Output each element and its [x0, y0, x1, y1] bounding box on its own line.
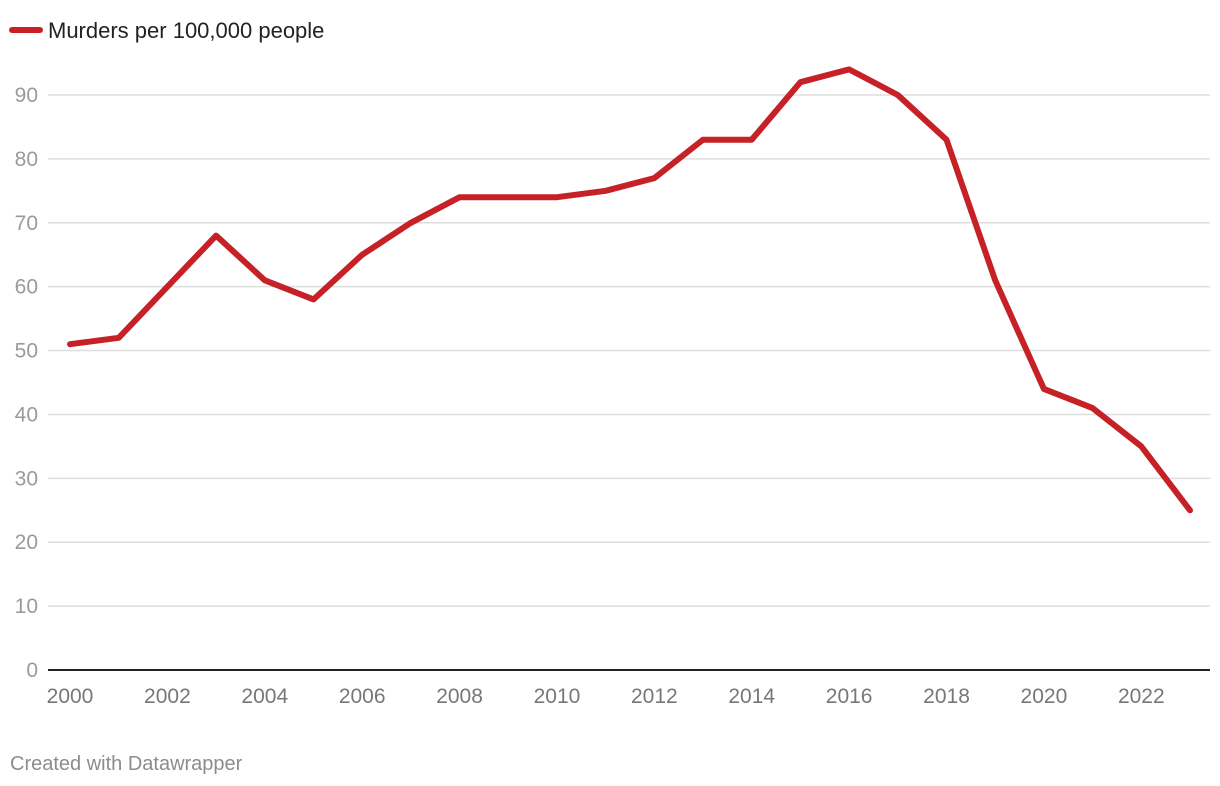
series-line	[67, 66, 1193, 514]
y-tick-label: 0	[26, 659, 38, 682]
x-tick-label: 2002	[144, 685, 191, 708]
legend-label: Murders per 100,000 people	[48, 18, 324, 43]
x-tick-label: 2018	[923, 685, 970, 708]
y-axis-tick-labels: 0 10 20 30 40 50 60 70 80 90	[15, 84, 38, 682]
y-tick-label: 90	[15, 84, 38, 107]
legend: Murders per 100,000 people	[9, 18, 324, 43]
footer-credit: Created with Datawrapper	[10, 753, 243, 775]
x-tick-label: 2006	[339, 685, 386, 708]
x-tick-label: 2016	[826, 685, 873, 708]
series-layer	[67, 66, 1193, 514]
x-tick-label: 2022	[1118, 685, 1165, 708]
x-tick-label: 2010	[534, 685, 581, 708]
y-tick-label: 40	[15, 403, 38, 426]
x-tick-label: 2020	[1021, 685, 1068, 708]
y-tick-label: 20	[15, 531, 38, 554]
y-tick-label: 60	[15, 276, 38, 299]
y-tick-label: 50	[15, 340, 38, 363]
x-tick-label: 2008	[436, 685, 483, 708]
gridlines	[48, 94, 1210, 607]
y-tick-label: 70	[15, 212, 38, 235]
y-tick-label: 80	[15, 148, 38, 171]
y-tick-label: 30	[15, 467, 38, 490]
x-tick-label: 2000	[47, 685, 94, 708]
x-axis-tick-labels: 2000 2002 2004 2006 2008 2010 2012 2014 2016 2018…	[47, 685, 1165, 708]
y-tick-label: 10	[15, 595, 38, 618]
x-tick-label: 2014	[728, 685, 775, 708]
x-tick-label: 2004	[241, 685, 288, 708]
x-tick-label: 2012	[631, 685, 678, 708]
